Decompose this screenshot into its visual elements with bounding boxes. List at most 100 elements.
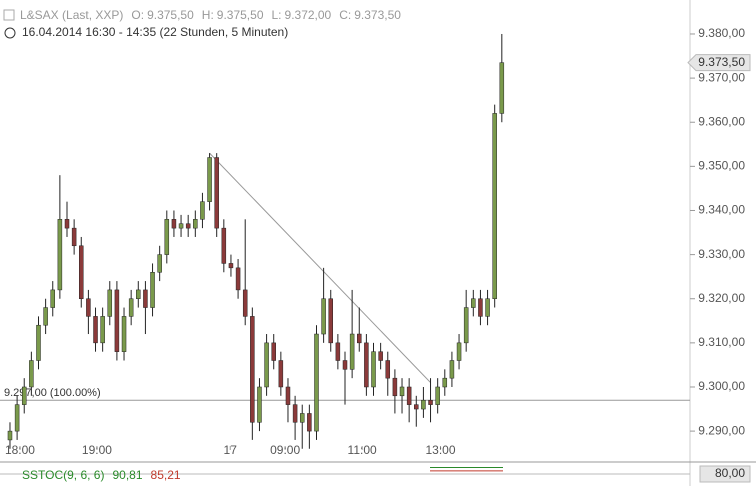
candle-body [57, 219, 63, 291]
y-tick-label: 9.360,00 [698, 114, 745, 128]
candle-body [442, 377, 448, 388]
candle-body [250, 316, 255, 423]
x-tick-label: 19:00 [82, 443, 112, 457]
y-tick-label: 9.300,00 [698, 379, 745, 393]
candle-body [307, 413, 312, 432]
candle-body [342, 360, 348, 370]
candle-body [100, 316, 105, 344]
level-label: 9.297,00 (100.00%) [4, 387, 101, 399]
y-tick-label: 9.290,00 [698, 423, 745, 437]
ohlc-value: 9.373,50 [354, 8, 401, 22]
candle-body [178, 223, 184, 229]
candle-body [414, 404, 419, 410]
candle-body [150, 272, 155, 308]
candle-body [14, 404, 20, 432]
candle-body [200, 201, 205, 220]
y-tick-label: 9.310,00 [698, 335, 745, 349]
candle-body [257, 386, 262, 423]
candle-body [357, 333, 362, 344]
candle-body [21, 386, 27, 405]
title: L&SAX (Last, XXP) [20, 8, 123, 22]
indicator-level-label: 80,00 [715, 466, 745, 480]
x-tick-label: 18:00 [5, 443, 35, 457]
candle-body [164, 219, 170, 255]
candle-body [71, 227, 77, 247]
y-tick-label: 9.320,00 [698, 291, 745, 305]
candle-body [335, 342, 341, 361]
candle-body [29, 360, 34, 388]
candle-body [499, 62, 505, 114]
indicator-d: 85,21 [151, 468, 181, 482]
candle-body [392, 377, 398, 397]
indicator-k: 90,81 [112, 468, 142, 482]
indicator-legend: SSTOC(9, 6, 6) 90,81 85,21 [22, 468, 181, 482]
candle-body [79, 245, 84, 299]
ohlc-value: 9.375,50 [217, 8, 264, 22]
candle-body [456, 342, 462, 361]
ohlc-label: O: [131, 8, 144, 22]
candle-body [50, 289, 55, 308]
candle-body [143, 289, 148, 308]
price-tag-label: 9.373,50 [698, 55, 745, 69]
candle-body [214, 157, 219, 229]
candle-body [171, 219, 177, 229]
indicator-name: SSTOC(9, 6, 6) [22, 468, 104, 482]
candle-body [292, 404, 298, 423]
candle-body [399, 386, 405, 397]
candle-body [478, 298, 483, 317]
candle-body [136, 289, 141, 299]
candle-body [321, 298, 326, 335]
clock-icon [4, 27, 16, 39]
candle-body [406, 386, 412, 405]
price-tag [687, 54, 751, 72]
candle-body [86, 298, 91, 317]
candle-body [114, 289, 120, 352]
y-tick-label: 9.340,00 [698, 203, 745, 217]
trend-line [209, 152, 431, 383]
candle-body [463, 307, 469, 344]
candle-body [64, 219, 70, 229]
candle-body [128, 298, 134, 317]
candle-body [228, 263, 234, 269]
x-tick-label: 11:00 [348, 443, 377, 457]
ohlc-label: H: [202, 8, 214, 22]
candle-body [36, 324, 41, 361]
ohlc-value: 9.372,00 [285, 8, 332, 22]
candle-body [364, 342, 369, 388]
candle-body [264, 342, 269, 388]
candle-body [207, 157, 212, 202]
candle-body [235, 267, 241, 291]
candle-body [193, 219, 198, 229]
header-line: L&SAX (Last, XXP) O: 9.375,50 H: 9.375,50 L: 9… [20, 8, 401, 22]
ohlc-label: C: [339, 8, 351, 22]
candle-body [428, 399, 433, 405]
candle-body [314, 333, 319, 432]
y-tick-label: 9.380,00 [698, 26, 745, 40]
candle-body [43, 307, 48, 326]
candle-body [93, 316, 98, 344]
ohlc-value: 9.375,50 [147, 8, 194, 22]
candle-body [328, 298, 333, 344]
y-tick-label: 9.370,00 [698, 70, 745, 84]
candle-body [378, 351, 383, 361]
candle-body [485, 298, 490, 317]
candle-body [471, 298, 476, 308]
y-tick-label: 9.350,00 [698, 159, 745, 173]
candle-body [299, 413, 305, 423]
candle-body [349, 333, 355, 370]
ohlc-label: L: [272, 8, 282, 22]
candle-body [371, 351, 376, 388]
candle-body [7, 430, 13, 441]
y-tick-label: 9.330,00 [698, 247, 745, 261]
subtitle: 16.04.2014 16:30 - 14:35 (22 Stunden, 5 … [22, 25, 288, 39]
x-tick-label: 13:00 [426, 443, 456, 457]
candle-body [278, 360, 284, 388]
candle-body [492, 113, 497, 299]
candle-body [285, 386, 291, 405]
x-tick-label: 09:00 [270, 443, 300, 457]
candle-body [185, 223, 191, 229]
candle-body [242, 289, 248, 317]
candle-body [157, 254, 162, 273]
